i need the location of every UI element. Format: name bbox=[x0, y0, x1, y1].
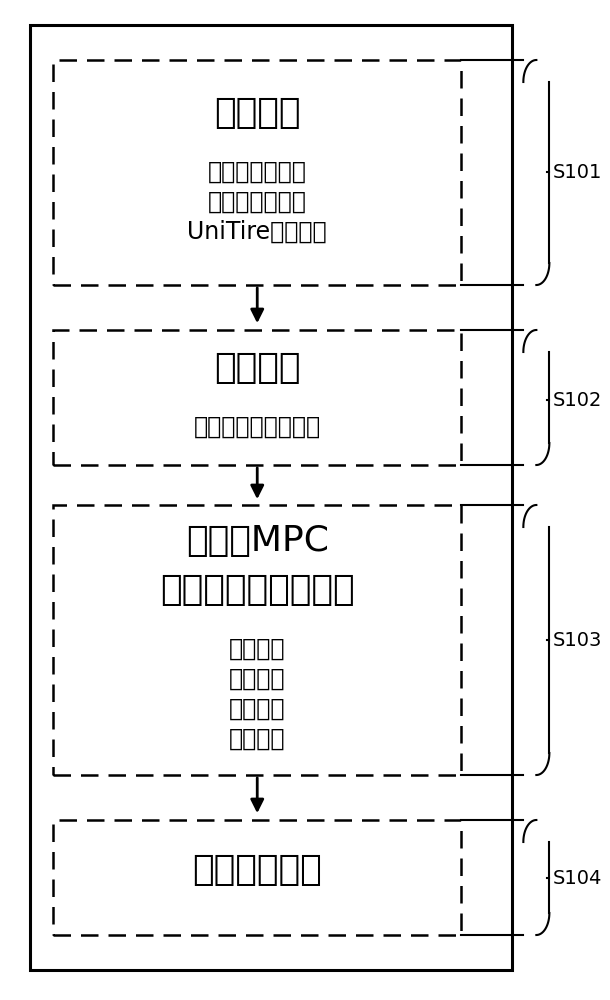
Text: 系统约束: 系统约束 bbox=[229, 726, 285, 750]
Text: 代价函数: 代价函数 bbox=[229, 696, 285, 720]
Text: S101: S101 bbox=[553, 162, 602, 182]
Text: UniTire轮胎模型: UniTire轮胎模型 bbox=[187, 219, 327, 243]
Bar bbox=[53, 60, 461, 285]
Text: 模型降维: 模型降维 bbox=[214, 351, 301, 385]
Text: S102: S102 bbox=[553, 390, 602, 410]
Bar bbox=[29, 25, 512, 970]
Bar bbox=[53, 820, 461, 935]
Bar bbox=[53, 330, 461, 465]
Text: S103: S103 bbox=[553, 631, 602, 650]
Text: 系统模型: 系统模型 bbox=[229, 636, 285, 660]
Text: 车轮动力学模型: 车轮动力学模型 bbox=[208, 189, 307, 213]
Text: 汽车动力学降维模型: 汽车动力学降维模型 bbox=[194, 414, 321, 438]
Text: S104: S104 bbox=[553, 868, 602, 888]
Text: 模型构建: 模型构建 bbox=[214, 96, 301, 130]
Text: 汽车动力学模型: 汽车动力学模型 bbox=[208, 159, 307, 183]
Bar bbox=[53, 505, 461, 775]
Text: 控制问题求解: 控制问题求解 bbox=[192, 853, 322, 887]
Text: 预测方程: 预测方程 bbox=[229, 666, 285, 690]
Text: 路径跟踪控制器设计: 路径跟踪控制器设计 bbox=[160, 572, 354, 606]
Text: 一体化MPC: 一体化MPC bbox=[185, 524, 329, 558]
